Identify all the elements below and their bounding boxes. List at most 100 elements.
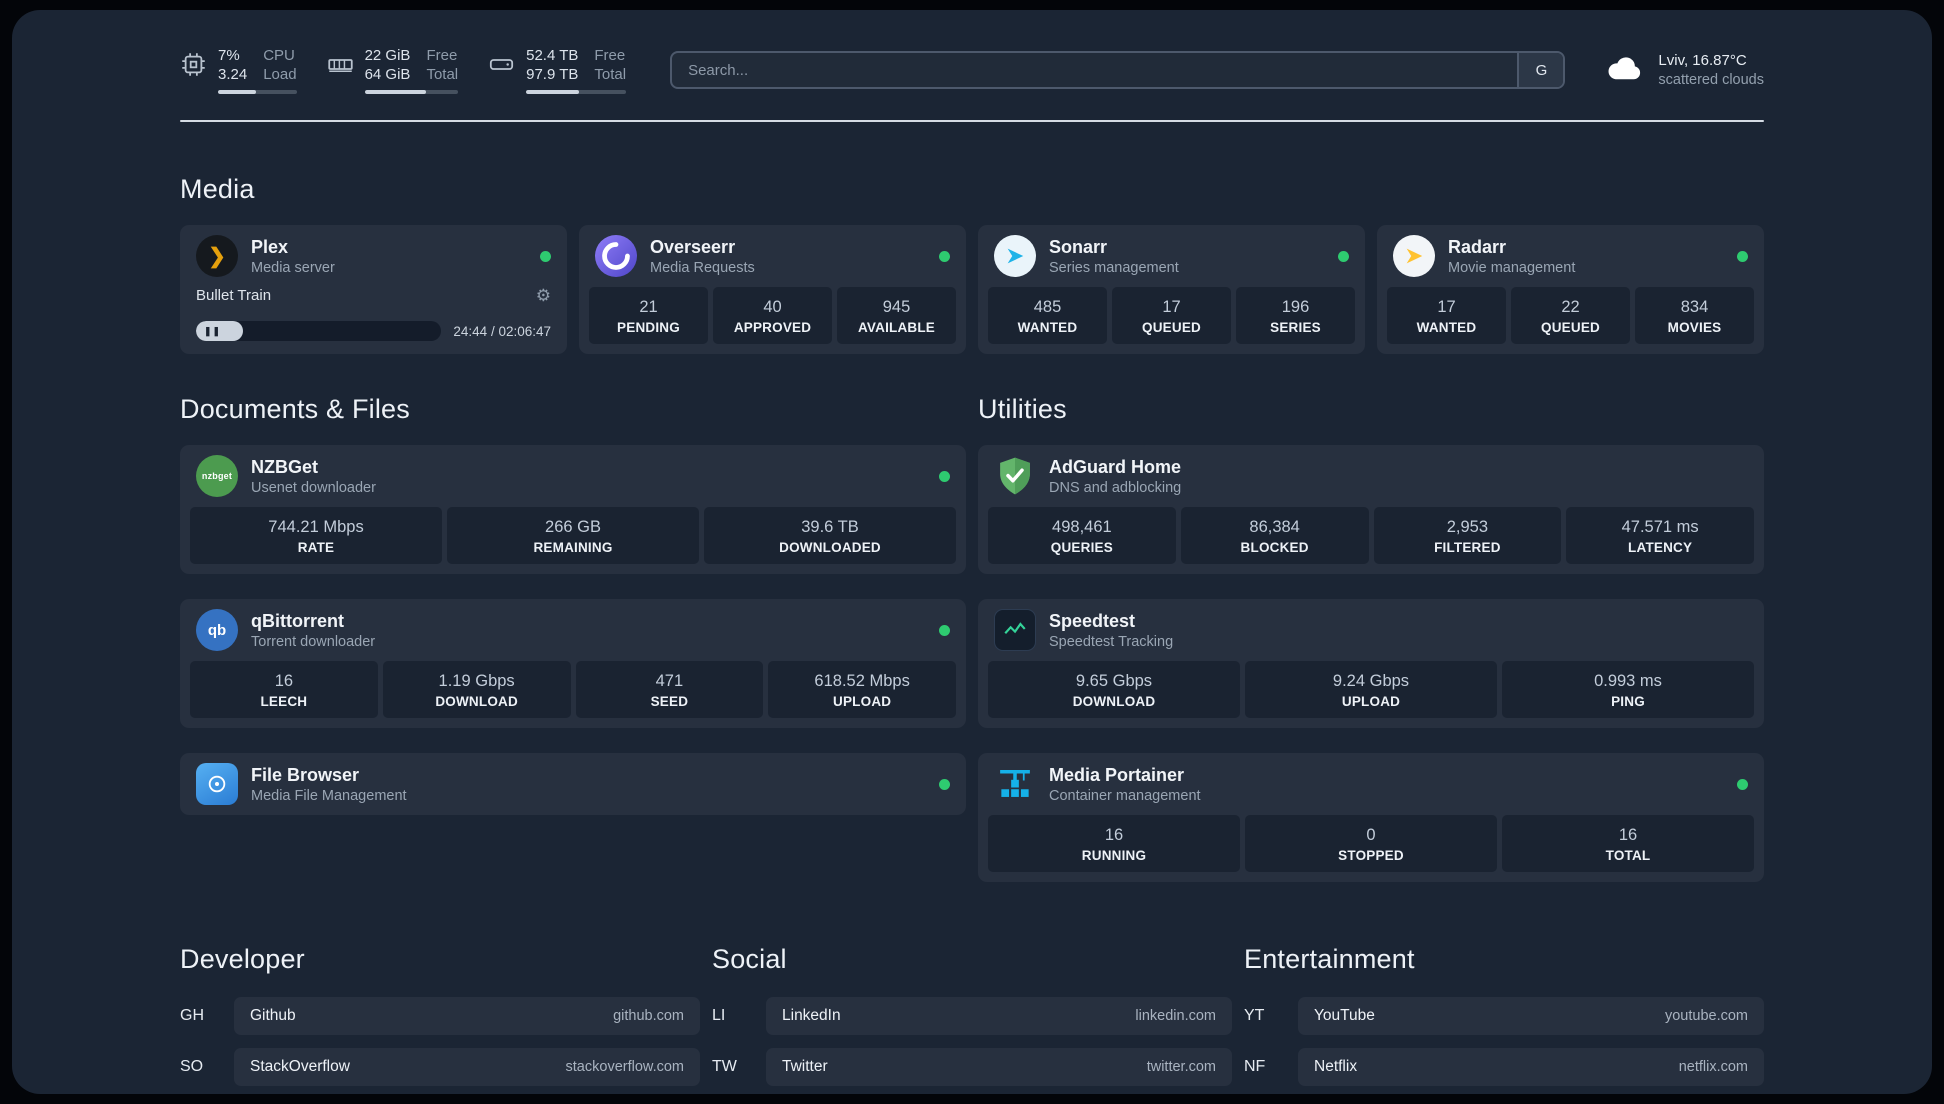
bookmark-abbr: LI: [712, 1007, 726, 1024]
stat-box: 22 QUEUED: [1511, 287, 1630, 344]
stat-label: QUERIES: [1050, 540, 1113, 555]
stat-box: 485 WANTED: [988, 287, 1107, 344]
stat-value: 16: [274, 672, 294, 690]
service-name: File Browser: [251, 765, 360, 785]
bookmark-row: SO StackOverflow stackoverflow.com: [180, 1048, 700, 1086]
section-title-developer: Developer: [180, 944, 305, 974]
section-documents: Documents & Files nzbget NZBGet Usenet d…: [180, 394, 966, 815]
card-plex[interactable]: ❯ Plex Media server Bullet Train ⚙: [180, 225, 567, 354]
bookmark-url: stackoverflow.com: [565, 1059, 684, 1075]
service-description: Usenet downloader: [251, 480, 376, 496]
stat-label: TOTAL: [1605, 848, 1651, 863]
memory-usage-bar: [364, 90, 459, 94]
topbar: 7% 3.24 CPU Load: [180, 46, 1764, 94]
bookmark-url: twitter.com: [1146, 1059, 1216, 1075]
stat-label: MOVIES: [1667, 320, 1722, 335]
status-dot: [1737, 250, 1748, 262]
service-name: Radarr: [1448, 237, 1507, 257]
bookmark-link-twitter[interactable]: Twitter twitter.com: [766, 1048, 1232, 1086]
cloud-icon: [1605, 53, 1645, 88]
card-sonarr[interactable]: Sonarr Series management 485 WANTED 17 Q…: [978, 225, 1365, 354]
stat-box: 1.19 Gbps DOWNLOAD: [382, 661, 571, 718]
service-description: Media Requests: [650, 260, 755, 276]
stat-box: 0 STOPPED: [1245, 815, 1497, 872]
gear-icon[interactable]: ⚙: [535, 286, 551, 305]
cpu-value-load: 3.24: [218, 66, 248, 83]
stat-box: 21 PENDING: [589, 287, 708, 344]
stat-box: 945 AVAILABLE: [837, 287, 956, 344]
stat-label: QUEUED: [1142, 320, 1201, 335]
service-name: Sonarr: [1049, 237, 1108, 257]
disk-usage-bar: [526, 90, 627, 94]
bookmark-link-stackoverflow[interactable]: StackOverflow stackoverflow.com: [234, 1048, 700, 1086]
card-adguard[interactable]: AdGuard Home DNS and adblocking 498,461 …: [978, 445, 1764, 574]
ram-icon: [327, 51, 354, 78]
section-utilities: Utilities: [978, 394, 1764, 882]
disk-total-value: 97.9 TB: [526, 66, 579, 83]
sonarr-icon: [994, 235, 1036, 277]
disk-icon: [488, 51, 515, 78]
stat-label: AVAILABLE: [857, 320, 936, 335]
stat-value: 16: [1104, 826, 1124, 844]
playback-time: 24:44 / 02:06:47: [453, 323, 551, 339]
status-dot: [939, 778, 950, 790]
stat-box: 86,384 BLOCKED: [1180, 507, 1369, 564]
stat-value: 945: [882, 298, 911, 316]
stat-value: 485: [1033, 298, 1062, 316]
weather-location: Lviv, 16.87°C: [1658, 51, 1747, 69]
card-portainer[interactable]: Media Portainer Container management 16 …: [978, 753, 1764, 882]
stat-box: 9.24 Gbps UPLOAD: [1245, 661, 1497, 718]
bookmark-name: StackOverflow: [250, 1058, 350, 1075]
stat-label: WANTED: [1017, 320, 1078, 335]
card-overseerr[interactable]: Overseerr Media Requests 21 PENDING 40 A…: [579, 225, 966, 354]
stat-box: 744.21 Mbps RATE: [190, 507, 442, 564]
progress-bar[interactable]: ❚❚: [196, 321, 442, 341]
speedtest-icon: [994, 609, 1036, 651]
card-filebrowser[interactable]: File Browser Media File Management: [180, 753, 966, 815]
stat-value: 40: [763, 298, 782, 316]
stat-label: FILTERED: [1434, 540, 1501, 555]
stat-label: SERIES: [1270, 320, 1321, 335]
stat-label: QUEUED: [1541, 320, 1600, 335]
stat-value: 618.52 Mbps: [814, 672, 910, 690]
disk-total-label: Total: [594, 66, 627, 83]
status-dot: [939, 470, 950, 482]
bookmark-link-github[interactable]: Github github.com: [234, 997, 700, 1035]
stat-value: 9.65 Gbps: [1075, 672, 1153, 690]
qbittorrent-icon: qb: [196, 609, 238, 651]
nzbget-icon: nzbget: [196, 455, 238, 497]
stat-label: LATENCY: [1628, 540, 1693, 555]
search-input[interactable]: [672, 53, 1518, 87]
bookmark-link-youtube[interactable]: YouTube youtube.com: [1298, 997, 1764, 1035]
card-qbittorrent[interactable]: qb qBittorrent Torrent downloader 16: [180, 599, 966, 728]
stat-value: 834: [1680, 298, 1709, 316]
service-name: Media Portainer: [1049, 765, 1185, 785]
bookmark-row: GH Github github.com: [180, 997, 700, 1035]
card-speedtest[interactable]: Speedtest Speedtest Tracking 9.65 Gbps D…: [978, 599, 1764, 728]
stat-box: 498,461 QUERIES: [988, 507, 1176, 564]
search-provider-button[interactable]: G: [1517, 53, 1564, 87]
service-description: Speedtest Tracking: [1049, 634, 1174, 650]
stat-value: 744.21 Mbps: [268, 518, 364, 536]
stat-label: UPLOAD: [833, 694, 892, 709]
plex-icon: ❯: [196, 235, 238, 277]
card-nzbget[interactable]: nzbget NZBGet Usenet downloader 744.21 M…: [180, 445, 966, 574]
bookmark-link-linkedin[interactable]: LinkedIn linkedin.com: [766, 997, 1232, 1035]
section-title-media: Media: [180, 174, 255, 204]
bookmark-name: Twitter: [782, 1058, 828, 1075]
bookmark-link-netflix[interactable]: Netflix netflix.com: [1298, 1048, 1764, 1086]
stat-box: 834 MOVIES: [1635, 287, 1754, 344]
bookmark-row: YT YouTube youtube.com: [1244, 997, 1764, 1035]
card-radarr[interactable]: Radarr Movie management 17 WANTED 22 QUE…: [1377, 225, 1764, 354]
now-playing-title: Bullet Train: [196, 287, 272, 304]
bookmark-abbr: TW: [712, 1058, 737, 1075]
status-dot: [1338, 250, 1349, 262]
bookmark-row: NF Netflix netflix.com: [1244, 1048, 1764, 1086]
pause-icon[interactable]: ❚❚: [204, 325, 222, 336]
stat-label: WANTED: [1416, 320, 1477, 335]
bookmark-group-entertainment: Entertainment YT YouTube youtube.com NF …: [1244, 944, 1764, 1094]
qbittorrent-icon-text: qb: [207, 621, 227, 639]
stat-box: 2,953 FILTERED: [1373, 507, 1562, 564]
stat-value: 47.571 ms: [1621, 518, 1699, 536]
weather-widget: Lviv, 16.87°C scattered clouds: [1605, 51, 1764, 90]
